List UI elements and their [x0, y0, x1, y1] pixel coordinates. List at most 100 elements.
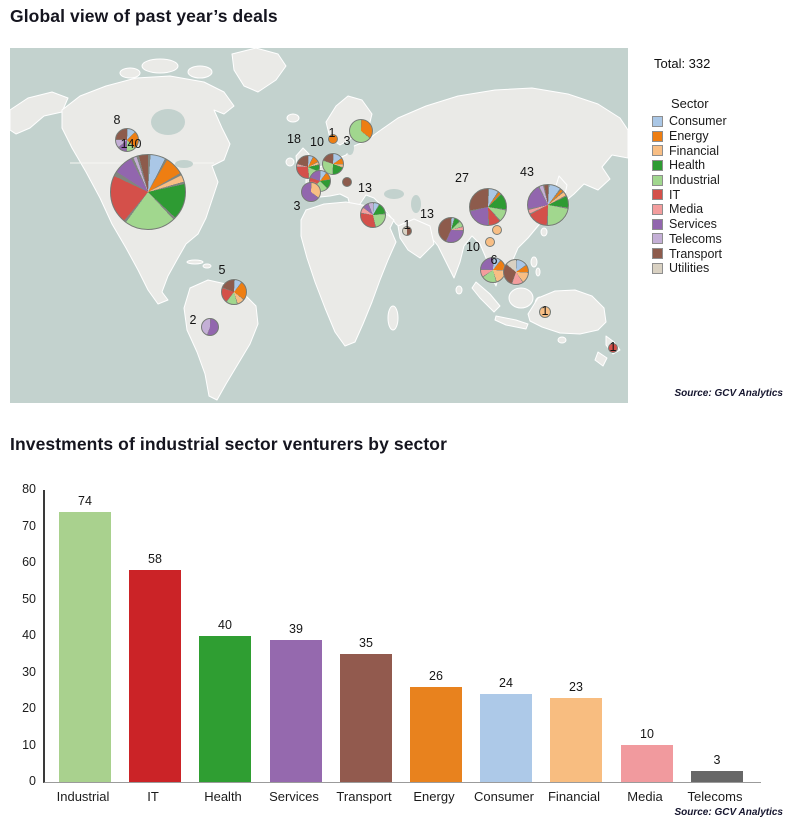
- bar-value-label: 24: [499, 676, 513, 690]
- bar-value-label: 39: [289, 622, 303, 636]
- map-value-label: 140: [120, 137, 142, 151]
- world-map: 8 140 5 2 18 10 1 3 3 13 1 13 27 43 10 6 1 1: [10, 48, 628, 403]
- y-axis-tick-label: 80: [22, 482, 36, 496]
- map-pie-china: [469, 188, 507, 226]
- bar-plot-area: 74 58 40 39 35 26 24 23 10 3: [43, 490, 761, 783]
- bar-category-label: Transport: [336, 789, 392, 804]
- caspian-sea: [411, 195, 421, 213]
- arctic-island: [141, 58, 179, 74]
- bar-category-label: Energy: [413, 789, 455, 804]
- legend-items: Consumer Energy Financial Health Industrial I…: [650, 114, 784, 276]
- bar-chart-title: Investments of industrial sector venture…: [10, 434, 448, 454]
- landmass-australia: [527, 289, 607, 335]
- landmass-tasmania: [557, 336, 567, 344]
- map-value-label: 8: [113, 113, 121, 127]
- bar-value-label: 40: [218, 618, 232, 632]
- hudson-bay: [151, 109, 185, 135]
- map-value-label: 43: [520, 165, 534, 179]
- map-value-label: 1: [609, 340, 617, 354]
- legend-swatch-utilities: [652, 262, 663, 274]
- map-pie-thailand: [492, 225, 502, 235]
- legend-item-transport: Transport: [650, 246, 784, 261]
- bar-transport: [340, 654, 392, 782]
- landmass-greenland: [231, 48, 287, 93]
- map-pie-usa: [110, 154, 186, 230]
- landmass-taiwan: [540, 227, 548, 237]
- bar-value-label: 23: [569, 680, 583, 694]
- landmass-iceland: [286, 113, 300, 123]
- bar-category-label: Financial: [547, 789, 601, 804]
- map-pie-argentina: [201, 318, 219, 336]
- legend-item-media: Media: [650, 202, 784, 217]
- map-pie-india: [438, 217, 464, 243]
- pie-bubble-layer: [10, 48, 628, 403]
- map-pie-brazil: [221, 279, 247, 305]
- legend-item-health: Health: [650, 158, 784, 173]
- baltic-sea: [346, 141, 354, 155]
- y-axis-tick-label: 40: [22, 628, 36, 642]
- bar-energy: [410, 687, 462, 782]
- legend-swatch-consumer: [652, 115, 663, 127]
- y-axis-tick-label: 70: [22, 519, 36, 533]
- bar-value-label: 3: [713, 753, 721, 767]
- arctic-island: [119, 67, 141, 79]
- map-pie-germany: [322, 153, 344, 175]
- legend-item-it: IT: [650, 187, 784, 202]
- landmass-sri-lanka: [455, 285, 463, 295]
- x-axis-category-labels: Industrial IT Health Services Transport Energ…: [43, 789, 759, 809]
- map-source-credit: Source: GCV Analytics: [674, 388, 783, 399]
- map-value-label: 5: [218, 263, 226, 277]
- landmass-java: [494, 315, 529, 330]
- bar-category-label: Telecoms: [687, 789, 743, 804]
- bar-category-label: Consumer: [474, 789, 534, 804]
- bar-it: [129, 570, 181, 782]
- map-pie-norway: [328, 134, 338, 144]
- map-pie-new-zealand: [608, 343, 618, 353]
- map-value-label: 6: [490, 253, 498, 267]
- legend-label: Media: [669, 202, 704, 217]
- map-value-label: 18: [287, 132, 301, 146]
- legend-swatch-energy: [652, 130, 663, 142]
- map-pie-nordics: [349, 119, 373, 143]
- black-sea: [384, 189, 404, 199]
- legend-label: Telecoms: [669, 231, 722, 246]
- map-pie-vietnam: [485, 237, 495, 247]
- bar-value-label: 58: [148, 552, 162, 566]
- map-pie-australia: [539, 306, 551, 318]
- legend-item-utilities: Utilities: [650, 261, 784, 276]
- bar-category-label: Services: [269, 789, 319, 804]
- legend-item-financial: Financial: [650, 143, 784, 158]
- landmass-madagascar: [387, 305, 399, 331]
- y-axis-tick-label: 20: [22, 701, 36, 715]
- bar-source-credit: Source: GCV Analytics: [674, 807, 783, 818]
- map-chart-title: Global view of past year’s deals: [10, 6, 278, 26]
- landmass-new-zealand-south: [594, 351, 608, 367]
- map-value-label-layer: 8 140 5 2 18 10 1 3 3 13 1 13 27 43 10 6 1 1: [10, 48, 628, 403]
- bar-value-label: 35: [359, 636, 373, 650]
- legend-label: Energy: [669, 129, 709, 144]
- bar-value-label: 26: [429, 669, 443, 683]
- legend-label: Industrial: [669, 173, 720, 188]
- legend-swatch-telecoms: [652, 233, 663, 245]
- map-value-label: 1: [328, 126, 336, 140]
- bar-value-label: 74: [78, 494, 92, 508]
- total-deals-label: Total: 332: [654, 56, 711, 71]
- bars-layer: 74 58 40 39 35 26 24 23 10 3: [45, 490, 761, 782]
- map-value-label: 3: [293, 199, 301, 213]
- map-value-label: 13: [358, 181, 372, 195]
- legend-swatch-transport: [652, 248, 663, 260]
- bar-category-label: IT: [147, 789, 159, 804]
- map-value-label: 2: [189, 313, 197, 327]
- bar-telecoms: [691, 771, 743, 782]
- bar-consumer: [480, 694, 532, 782]
- landmass-alaska: [10, 91, 69, 135]
- bar-services: [270, 640, 322, 782]
- map-value-label: 13: [420, 207, 434, 221]
- legend-swatch-financial: [652, 145, 663, 157]
- legend-label: Services: [669, 217, 717, 232]
- bar-health: [199, 636, 251, 782]
- bar-category-label: Industrial: [56, 789, 110, 804]
- map-pie-indonesia: [503, 259, 529, 285]
- landmass-sumatra: [471, 281, 501, 313]
- legend-swatch-health: [652, 159, 663, 171]
